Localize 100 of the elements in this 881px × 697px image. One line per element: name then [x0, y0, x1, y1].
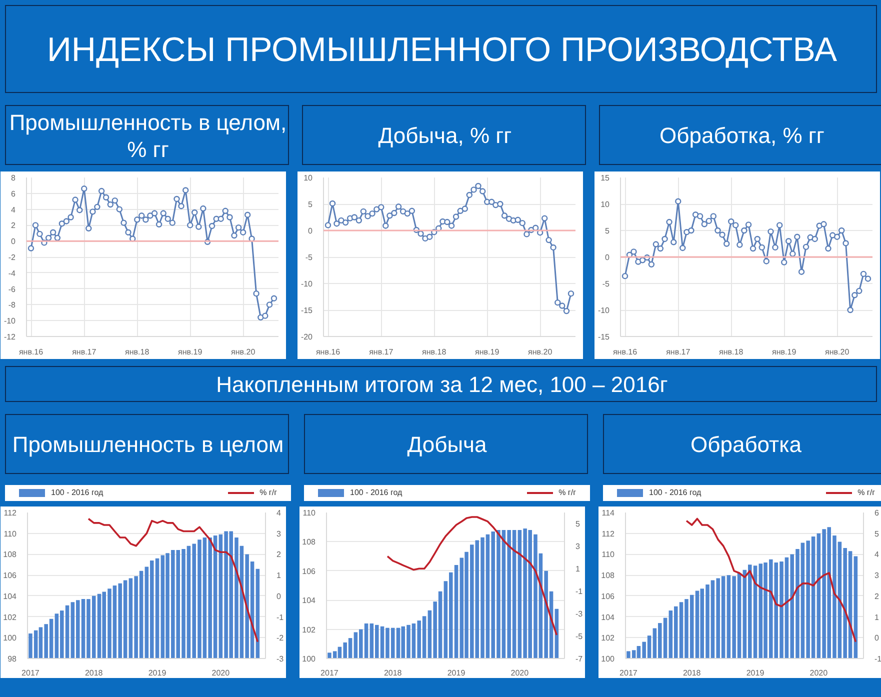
point: [798, 268, 805, 275]
x-tick-label: 2018: [384, 668, 402, 678]
point: [524, 231, 530, 238]
x-tick-label: 2017: [320, 668, 339, 678]
point: [63, 218, 70, 224]
y-tick-label: 108: [302, 538, 316, 547]
point: [134, 216, 140, 223]
point: [724, 240, 730, 247]
point: [847, 306, 854, 314]
line-series: [686, 518, 857, 643]
y2-tick-label: -1: [874, 654, 881, 664]
point: [719, 232, 726, 238]
point: [226, 214, 233, 220]
y2-tick-label: -7: [576, 654, 584, 664]
point: [235, 224, 242, 231]
y-tick-label: 0: [11, 237, 16, 246]
y-tick-label: 15: [600, 174, 610, 182]
x-tick-label: янв.19: [475, 348, 500, 356]
legend-label: 100 - 2016 год: [649, 487, 702, 499]
point: [807, 234, 814, 240]
x-tick-label: янв.20: [528, 348, 553, 356]
point: [497, 200, 504, 208]
y-tick-label: 2: [11, 221, 16, 230]
point: [745, 222, 752, 228]
point: [710, 213, 717, 220]
point: [462, 206, 468, 212]
point: [470, 186, 477, 193]
y-tick-label: 100: [3, 634, 18, 643]
x-tick-label: 2020: [510, 668, 530, 678]
point: [780, 259, 788, 266]
y2-tick-label: 1: [874, 612, 880, 622]
y-tick-label: 0: [308, 226, 314, 236]
y-tick-label: -2: [8, 253, 16, 262]
point: [160, 210, 166, 216]
x-tick-label: янв.18: [125, 348, 150, 356]
y-tick-label: 100: [601, 654, 616, 664]
x-tick-label: янв.16: [316, 348, 341, 356]
point: [763, 258, 770, 264]
point: [208, 222, 216, 230]
y2-tick-label: 4: [276, 508, 282, 518]
point: [541, 215, 548, 222]
point: [622, 272, 628, 280]
point: [466, 192, 472, 198]
y2-tick-label: -5: [576, 632, 584, 642]
chart-title: Добыча: [305, 415, 589, 475]
point: [812, 236, 818, 242]
point: [532, 224, 539, 231]
y2-tick-label: 2: [874, 592, 880, 601]
text: Накопленным итогом за 12 мес, 100 – 2016г: [6, 367, 878, 403]
point: [90, 208, 96, 215]
y-tick-label: -5: [602, 280, 610, 288]
point: [270, 295, 278, 302]
point: [386, 212, 393, 219]
point: [68, 214, 74, 220]
y-tick-label: 0: [605, 253, 610, 262]
point: [563, 308, 570, 314]
x-tick-label: 2017: [22, 668, 40, 678]
point: [32, 222, 39, 228]
point: [222, 208, 228, 214]
point: [488, 198, 495, 205]
point: [262, 312, 268, 319]
x-tick-label: янв.20: [825, 348, 850, 356]
y2-tick-label: 3: [874, 571, 880, 580]
point: [138, 212, 145, 219]
point: [457, 208, 464, 214]
legend-label: % г/г: [558, 487, 576, 499]
point: [329, 200, 336, 207]
point: [364, 213, 371, 220]
point: [147, 212, 154, 219]
x-tick-label: 2018: [682, 668, 702, 678]
point: [568, 290, 574, 297]
y-tick-label: 10: [600, 200, 610, 209]
y-tick-label: -5: [305, 253, 314, 262]
x-tick-label: янв.18: [422, 348, 447, 356]
point: [652, 241, 660, 248]
point: [356, 217, 362, 224]
chart-title: Обработка: [604, 415, 881, 475]
point: [860, 270, 867, 278]
point: [842, 240, 849, 246]
point: [231, 232, 238, 239]
y-tick-label: 102: [601, 634, 616, 643]
point: [701, 221, 708, 228]
point: [768, 228, 774, 235]
point: [692, 212, 699, 218]
y-tick-label: -10: [598, 306, 610, 315]
y2-tick-label: -1: [276, 612, 284, 622]
point: [395, 204, 402, 210]
point: [662, 236, 668, 242]
legend-label: % г/г: [260, 487, 277, 499]
point: [125, 229, 132, 236]
point: [834, 234, 840, 240]
line-series: [88, 518, 259, 643]
y-tick-label: 8: [11, 174, 16, 182]
point: [102, 194, 110, 200]
point: [351, 214, 358, 220]
point: [794, 234, 800, 240]
point: [164, 216, 171, 222]
y2-tick-label: 3: [276, 529, 282, 538]
point: [342, 219, 349, 226]
text: ИНДЕКСЫ ПРОМЫШЛЕННОГО ПРОИЗВОДСТВА: [6, 6, 878, 94]
